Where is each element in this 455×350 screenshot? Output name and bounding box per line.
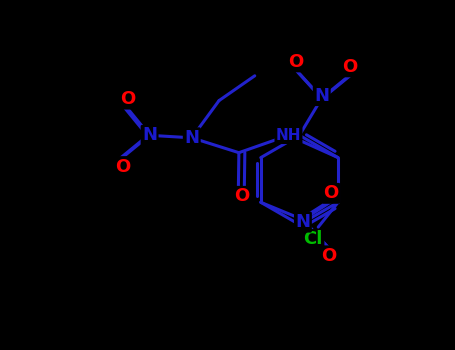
Text: O: O [288,53,303,71]
Text: O: O [115,158,130,176]
Text: O: O [324,184,339,202]
Text: N: N [184,129,199,147]
Text: O: O [120,90,135,108]
Text: N: N [295,213,310,231]
Text: O: O [321,247,336,265]
Text: N: N [142,126,157,144]
Text: N: N [314,87,329,105]
Text: O: O [234,187,249,205]
Text: NH: NH [276,128,301,143]
Text: Cl: Cl [303,231,323,248]
Text: O: O [343,58,358,76]
